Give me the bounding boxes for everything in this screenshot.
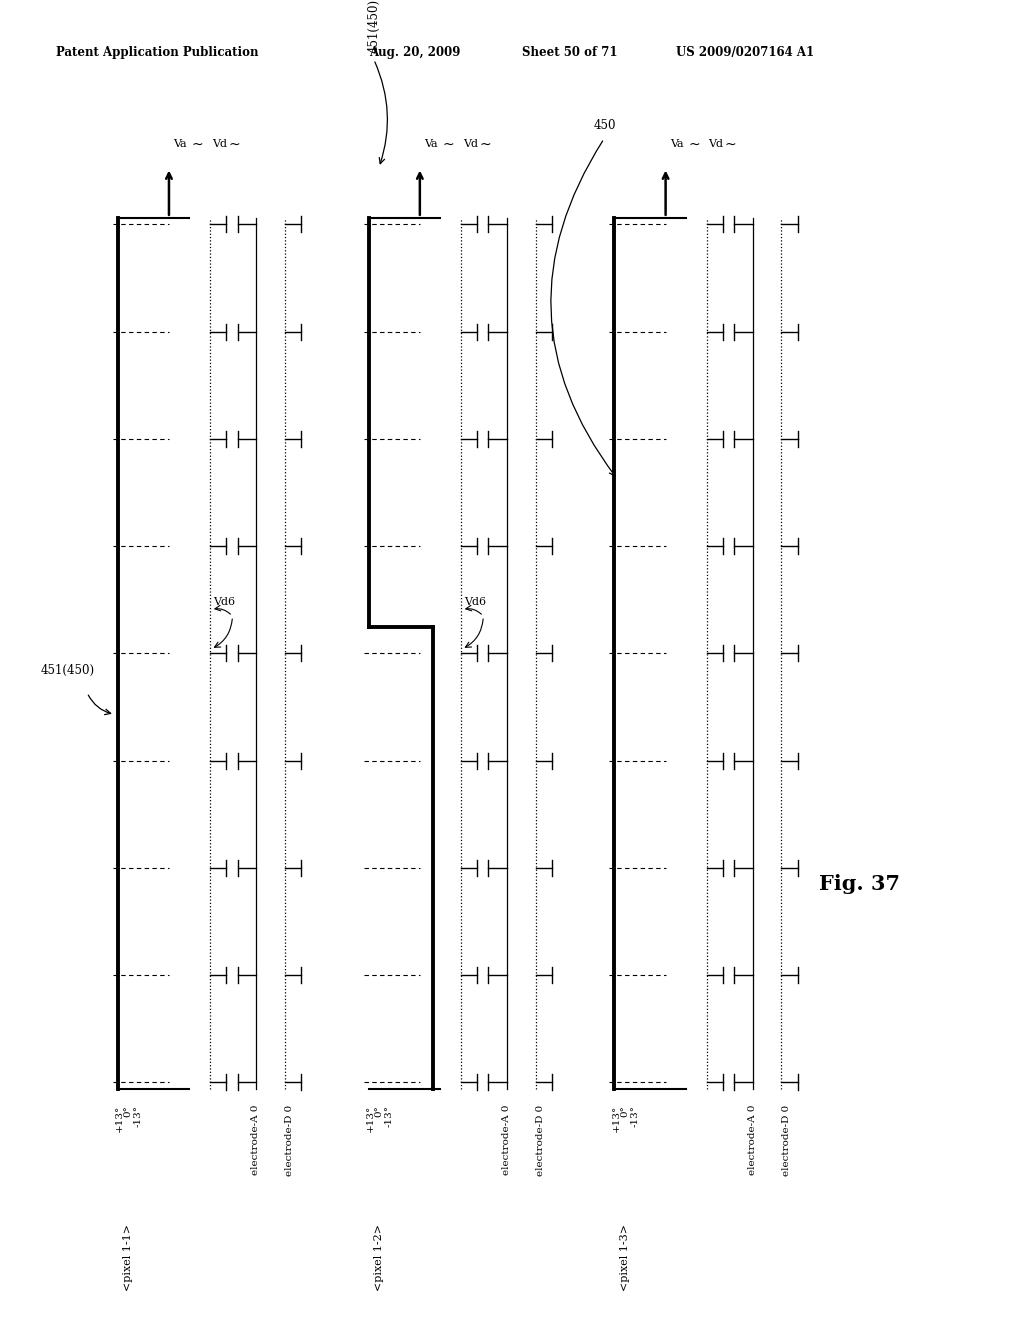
Text: Vd6: Vd6: [464, 597, 486, 607]
Text: 451(450): 451(450): [41, 664, 95, 677]
Text: ~: ~: [228, 137, 240, 152]
Text: ~: ~: [479, 137, 490, 152]
Text: Va: Va: [424, 139, 437, 149]
Text: electrode-A 0: electrode-A 0: [749, 1105, 757, 1175]
Text: ~: ~: [442, 137, 454, 152]
Text: -13°: -13°: [385, 1105, 393, 1127]
Text: -13°: -13°: [134, 1105, 142, 1127]
Text: <pixel 1-3>: <pixel 1-3>: [620, 1224, 630, 1291]
Text: 451(450): 451(450): [368, 0, 380, 53]
Text: Vd: Vd: [212, 139, 227, 149]
Text: electrode-D 0: electrode-D 0: [286, 1105, 294, 1176]
Text: electrode-A 0: electrode-A 0: [252, 1105, 260, 1175]
Text: 450: 450: [594, 119, 616, 132]
Text: Va: Va: [173, 139, 186, 149]
Text: Sheet 50 of 71: Sheet 50 of 71: [522, 46, 617, 59]
Text: Aug. 20, 2009: Aug. 20, 2009: [369, 46, 460, 59]
Text: 0°: 0°: [124, 1105, 132, 1117]
Text: +13°: +13°: [612, 1105, 621, 1133]
Text: 0°: 0°: [621, 1105, 629, 1117]
Text: <pixel 1-1>: <pixel 1-1>: [123, 1224, 133, 1291]
Text: 0°: 0°: [375, 1105, 383, 1117]
Text: Vd6: Vd6: [213, 597, 236, 607]
Text: electrode-A 0: electrode-A 0: [503, 1105, 511, 1175]
Text: Vd: Vd: [709, 139, 724, 149]
Text: +13°: +13°: [367, 1105, 375, 1133]
Text: ~: ~: [725, 137, 736, 152]
Text: electrode-D 0: electrode-D 0: [537, 1105, 545, 1176]
Text: -13°: -13°: [631, 1105, 639, 1127]
Text: ~: ~: [191, 137, 203, 152]
Text: US 2009/0207164 A1: US 2009/0207164 A1: [676, 46, 814, 59]
Text: Patent Application Publication: Patent Application Publication: [56, 46, 259, 59]
Text: +13°: +13°: [116, 1105, 124, 1133]
Text: electrode-D 0: electrode-D 0: [782, 1105, 791, 1176]
Text: Fig. 37: Fig. 37: [819, 874, 900, 895]
Text: Va: Va: [670, 139, 683, 149]
Text: Vd: Vd: [463, 139, 478, 149]
Text: ~: ~: [688, 137, 699, 152]
Text: <pixel 1-2>: <pixel 1-2>: [374, 1224, 384, 1291]
